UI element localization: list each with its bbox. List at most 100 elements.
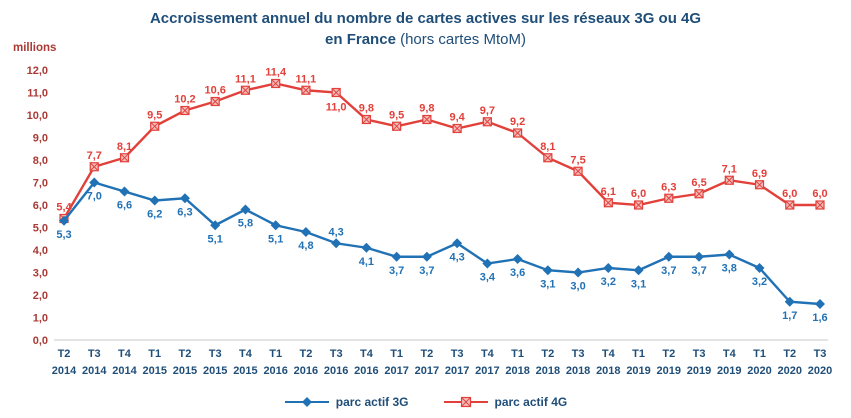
marker-3g	[815, 299, 825, 309]
chart-legend: parc actif 3G parc actif 4G	[0, 391, 851, 413]
data-label-4g: 6,5	[691, 177, 706, 189]
data-label-3g: 5,8	[238, 218, 253, 230]
marker-4g-x	[694, 189, 704, 199]
marker-3g	[663, 251, 674, 262]
x-axis-quarter-label: T2	[179, 348, 192, 360]
x-axis-quarter-label: T3	[209, 348, 222, 360]
chart-title-line1: Accroissement annuel du nombre de cartes…	[149, 10, 702, 27]
data-label-3g: 6,3	[177, 206, 192, 218]
chart-title-line2: en France (hors cartes MtoM)	[0, 29, 851, 50]
marker-4g-x	[362, 115, 371, 124]
marker-3g	[754, 263, 765, 273]
x-axis-quarter-label: T2	[662, 348, 675, 360]
chart-title-line2-bold: en France	[325, 31, 396, 48]
data-label-4g: 9,8	[359, 103, 374, 115]
marker-3g	[210, 220, 221, 231]
marker-4g-x	[452, 124, 462, 133]
x-axis-quarter-label: T4	[723, 348, 737, 360]
x-axis-quarter-label: T1	[390, 348, 403, 360]
marker-4g-x	[483, 117, 492, 127]
data-label-4g: 11,1	[235, 73, 256, 85]
marker-4g-x	[543, 153, 553, 163]
marker-3g	[512, 254, 523, 264]
data-label-4g: 10,6	[204, 85, 225, 97]
data-label-4g: 9,2	[510, 116, 525, 128]
x-axis-quarter-label: T3	[572, 348, 585, 360]
marker-3g	[482, 258, 493, 269]
data-label-3g: 4,1	[359, 256, 374, 268]
data-label-3g: 3,7	[691, 265, 706, 277]
x-axis-year-label: 2018	[596, 365, 620, 377]
marker-4g-x	[210, 97, 220, 106]
data-label-3g: 3,0	[570, 281, 585, 293]
legend-item-4g: parc actif 4G	[443, 395, 567, 409]
y-axis-tick-label: 1,0	[33, 313, 48, 325]
x-axis-quarter-label: T3	[88, 348, 101, 360]
data-label-3g: 4,8	[298, 240, 313, 252]
marker-4g-x	[331, 88, 341, 97]
marker-3g	[421, 251, 432, 262]
x-axis-quarter-label: T3	[330, 348, 343, 360]
data-label-3g: 3,1	[631, 278, 646, 290]
data-label-3g: 3,4	[480, 272, 496, 284]
x-axis-quarter-label: T2	[783, 348, 796, 360]
x-axis-quarter-label: T2	[420, 348, 433, 360]
marker-4g-x	[301, 85, 311, 95]
y-axis-unit-label: millions	[13, 42, 57, 54]
marker-3g	[573, 267, 584, 278]
x-axis-year-label: 2015	[173, 365, 197, 377]
data-label-3g: 6,6	[117, 200, 132, 212]
data-label-3g: 3,2	[752, 276, 767, 288]
data-label-4g: 10,2	[174, 94, 195, 106]
marker-4g-x	[271, 79, 280, 88]
data-label-3g: 4,3	[329, 226, 344, 238]
x-axis-year-label: 2016	[294, 365, 318, 377]
x-axis-quarter-label: T2	[58, 348, 71, 360]
legend-marker-3g-icon	[284, 397, 329, 407]
data-label-3g: 4,3	[449, 251, 464, 263]
x-axis-year-label: 2020	[778, 365, 802, 377]
marker-3g	[452, 238, 463, 249]
data-label-4g: 7,5	[570, 154, 585, 166]
x-axis-year-label: 2016	[263, 365, 287, 377]
data-label-3g: 3,2	[601, 276, 616, 288]
x-axis-quarter-label: T1	[753, 348, 766, 360]
y-axis-tick-label: 0,0	[33, 335, 48, 347]
data-label-3g: 3,8	[722, 263, 737, 275]
x-axis-year-label: 2014	[82, 365, 107, 377]
marker-3g	[119, 186, 130, 197]
data-label-4g: 6,0	[631, 188, 646, 200]
data-label-3g: 1,7	[782, 310, 797, 322]
x-axis-year-label: 2017	[415, 365, 439, 377]
marker-3g	[694, 251, 705, 262]
marker-3g	[89, 177, 100, 188]
data-label-4g: 7,1	[722, 163, 737, 175]
legend-item-3g: parc actif 3G	[284, 395, 409, 409]
legend-label-3g: parc actif 3G	[335, 395, 409, 409]
data-label-4g: 6,1	[601, 186, 616, 198]
marker-3g	[724, 249, 735, 260]
data-label-4g: 9,7	[480, 105, 495, 117]
data-label-4g: 9,5	[147, 109, 162, 121]
x-axis-year-label: 2019	[687, 365, 711, 377]
x-axis-quarter-label: T4	[602, 348, 616, 360]
x-axis-year-label: 2018	[536, 365, 560, 377]
data-label-3g: 3,7	[661, 265, 676, 277]
marker-3g	[179, 193, 190, 204]
data-label-4g: 7,7	[87, 150, 102, 162]
x-axis-quarter-label: T4	[360, 348, 374, 360]
data-label-4g: 8,1	[540, 141, 555, 153]
x-axis-quarter-label: T4	[118, 348, 132, 360]
marker-4g-x	[392, 121, 401, 131]
chart-title: Accroissement annuel du nombre de cartes…	[0, 0, 851, 50]
data-label-4g: 5,4	[56, 202, 72, 214]
marker-4g-x	[724, 175, 734, 185]
marker-3g	[331, 238, 342, 249]
y-axis-tick-label: 11,0	[27, 88, 48, 100]
data-label-4g: 6,3	[661, 181, 676, 193]
x-axis-year-label: 2020	[747, 365, 771, 377]
marker-4g-x	[89, 162, 99, 172]
marker-4g-x	[513, 128, 522, 138]
y-axis-tick-label: 6,0	[33, 200, 48, 212]
data-label-3g: 5,1	[208, 233, 223, 245]
